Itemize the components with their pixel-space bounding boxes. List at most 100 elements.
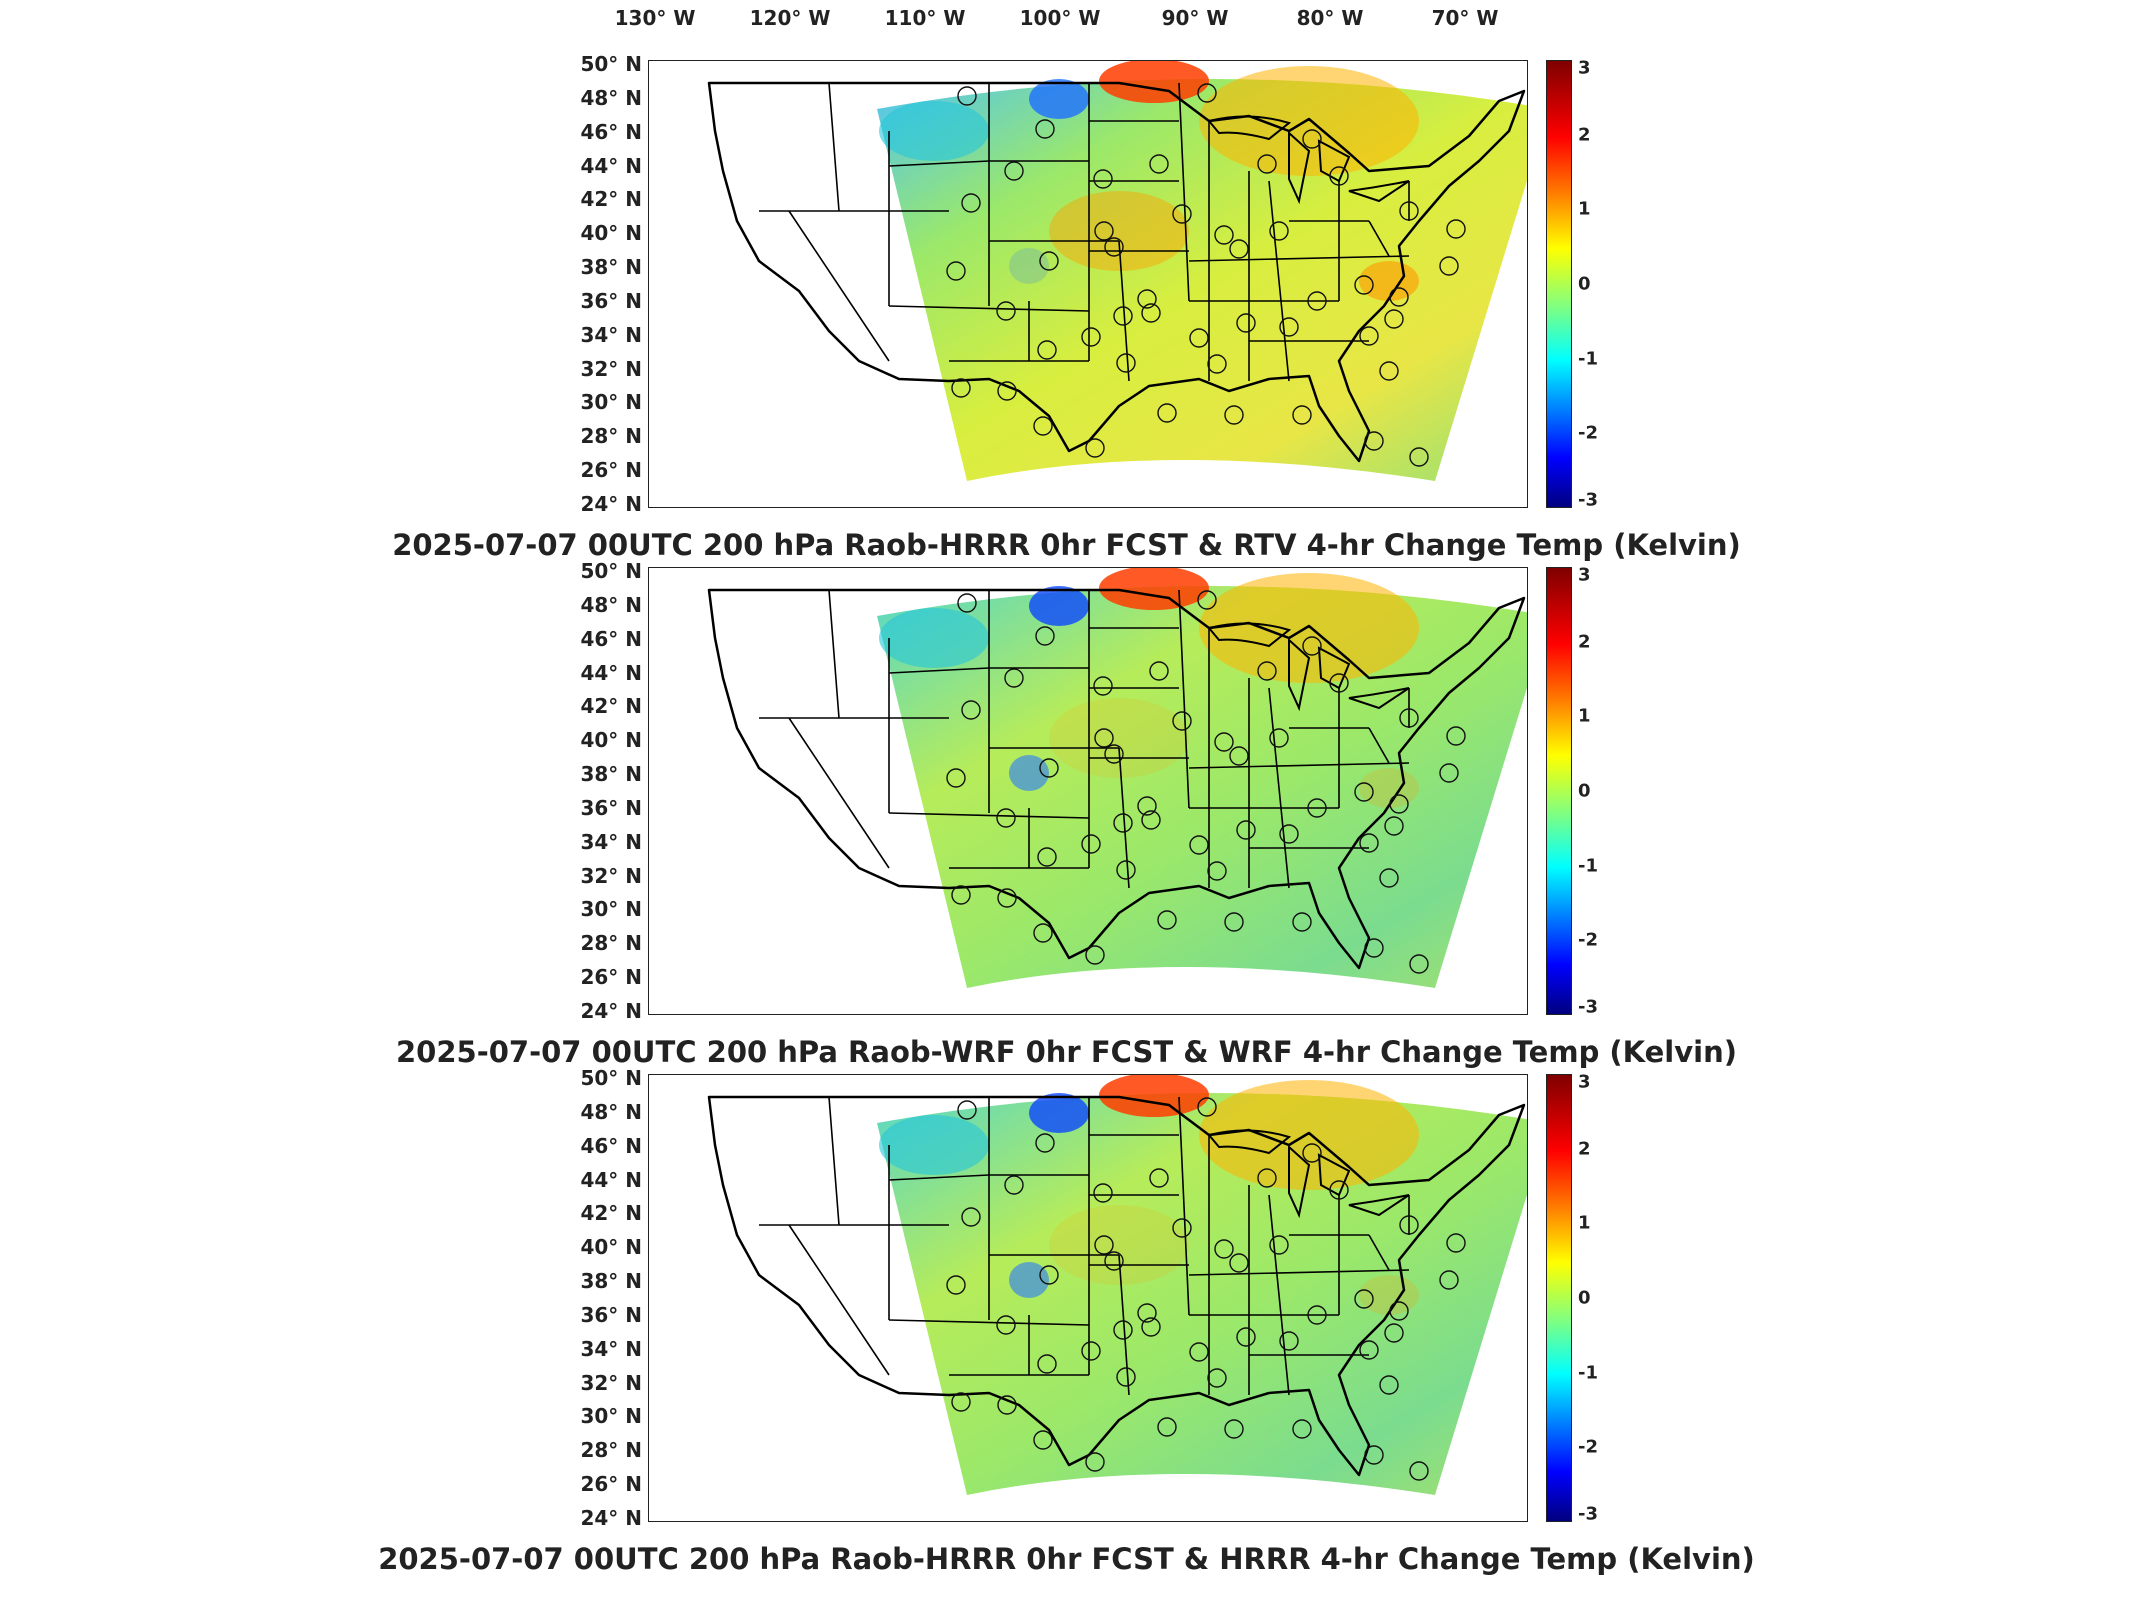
raob-station-marker <box>1113 813 1133 833</box>
latitude-label: 46° N <box>580 626 642 651</box>
raob-station-marker <box>1446 219 1466 239</box>
colorbar-tick-label: -2 <box>1578 929 1598 951</box>
raob-station-marker <box>1093 1183 1113 1203</box>
state-border <box>1178 589 1190 809</box>
latitude-axis: 50° N 48° N 46° N 44° N 42° N 40° N 38° N 36° N… <box>560 559 642 1027</box>
latitude-label: 26° N <box>580 1472 642 1497</box>
raob-station-marker <box>1224 405 1244 425</box>
raob-station-marker <box>1189 1342 1209 1362</box>
raob-station-marker <box>1257 1168 1277 1188</box>
raob-station-marker <box>1104 744 1124 764</box>
state-border <box>1368 220 1390 257</box>
anomaly-blob <box>1009 248 1049 284</box>
raob-station-marker <box>1113 1320 1133 1340</box>
anomaly-blob <box>1199 1080 1419 1190</box>
state-border <box>1178 1096 1190 1316</box>
raob-station-marker <box>1384 816 1404 836</box>
raob-station-marker <box>1399 708 1419 728</box>
colorbar-tick-label: 0 <box>1578 273 1591 295</box>
anomaly-blob <box>1029 1093 1089 1133</box>
anomaly-blob <box>879 608 989 668</box>
raob-station-marker <box>1302 636 1322 656</box>
raob-station-marker <box>1439 763 1459 783</box>
raob-station-marker <box>1207 354 1227 374</box>
raob-station-marker <box>1439 1270 1459 1290</box>
latitude-label: 50° N <box>580 1066 642 1090</box>
raob-station-marker <box>1033 923 1053 943</box>
raob-station-marker <box>1116 353 1136 373</box>
raob-station-marker <box>1384 1323 1404 1343</box>
colorbar-tick-label: 1 <box>1578 705 1591 727</box>
raob-station-marker <box>1214 225 1234 245</box>
raob-station-marker <box>946 1275 966 1295</box>
raob-station-marker <box>1149 1168 1169 1188</box>
colorbar <box>1546 567 1572 1015</box>
anomaly-blob <box>1099 568 1209 610</box>
raob-station-marker <box>1359 833 1379 853</box>
raob-station-marker <box>1214 732 1234 752</box>
raob-station-marker <box>996 808 1016 828</box>
raob-station-marker <box>1094 728 1114 748</box>
raob-station-marker <box>1389 287 1409 307</box>
state-border <box>788 1224 890 1376</box>
anomaly-blob <box>879 1115 989 1175</box>
map-svg <box>707 1075 1527 1495</box>
anomaly-blob <box>1009 755 1049 791</box>
raob-station-marker <box>1189 328 1209 348</box>
raob-station-marker <box>1141 303 1161 323</box>
latitude-label: 46° N <box>580 1133 642 1158</box>
anomaly-blob <box>1099 1075 1209 1117</box>
raob-station-marker <box>1033 1430 1053 1450</box>
model-domain-field <box>877 586 1527 988</box>
colorbar-tick-label: -3 <box>1578 996 1598 1018</box>
raob-station-marker <box>1157 1417 1177 1437</box>
raob-station-marker <box>997 888 1017 908</box>
latitude-label: 28° N <box>580 424 642 449</box>
raob-station-marker <box>1329 673 1349 693</box>
raob-station-marker <box>1399 201 1419 221</box>
raob-station-marker <box>1359 326 1379 346</box>
raob-station-marker <box>1307 798 1327 818</box>
colorbar-tick-label: -2 <box>1578 422 1598 444</box>
raob-station-marker <box>961 700 981 720</box>
raob-station-marker <box>1364 938 1384 958</box>
raob-station-marker <box>1292 912 1312 932</box>
colorbar-tick-label: 3 <box>1578 57 1591 79</box>
raob-station-marker <box>1446 726 1466 746</box>
longitude-label: 120° W <box>749 6 831 30</box>
raob-station-marker <box>1292 405 1312 425</box>
raob-station-marker <box>1039 251 1059 271</box>
raob-station-marker <box>1035 119 1055 139</box>
state-border <box>788 717 890 869</box>
raob-station-marker <box>1094 221 1114 241</box>
raob-station-marker <box>1104 1251 1124 1271</box>
raob-station-marker <box>1389 794 1409 814</box>
state-border <box>1268 180 1290 382</box>
anomaly-blob <box>1359 1275 1419 1315</box>
latitude-label: 30° N <box>580 1404 642 1429</box>
raob-station-marker <box>1302 129 1322 149</box>
colorbar-tick-label: -3 <box>1578 1503 1598 1525</box>
latitude-axis: 50° N 48° N 46° N 44° N 42° N 40° N 38° N 36° N… <box>560 52 642 520</box>
anomaly-blob <box>1199 573 1419 683</box>
great-lakes <box>1207 622 1410 712</box>
colorbar-tick-label: -2 <box>1578 1436 1598 1458</box>
longitude-label: 130° W <box>614 6 696 30</box>
state-border <box>828 1096 840 1226</box>
map-svg <box>707 61 1527 481</box>
raob-station-marker <box>1229 746 1249 766</box>
latitude-label: 46° N <box>580 119 642 144</box>
raob-station-marker <box>1116 860 1136 880</box>
raob-station-marker <box>961 193 981 213</box>
colorbar-ticks: 3 2 1 0 -1 -2 -3 <box>1578 1072 1618 1525</box>
anomaly-blob <box>1359 261 1419 301</box>
colorbar-ticks: 3 2 1 0 -1 -2 -3 <box>1578 57 1618 511</box>
latitude-label: 38° N <box>580 255 642 280</box>
great-lakes <box>1207 115 1410 205</box>
state-border <box>888 305 1090 312</box>
raob-station-marker <box>1292 1419 1312 1439</box>
raob-station-marker <box>1037 1354 1057 1374</box>
raob-station-marker <box>1229 1253 1249 1273</box>
raob-station-marker <box>1085 1452 1105 1472</box>
raob-station-marker <box>1004 161 1024 181</box>
